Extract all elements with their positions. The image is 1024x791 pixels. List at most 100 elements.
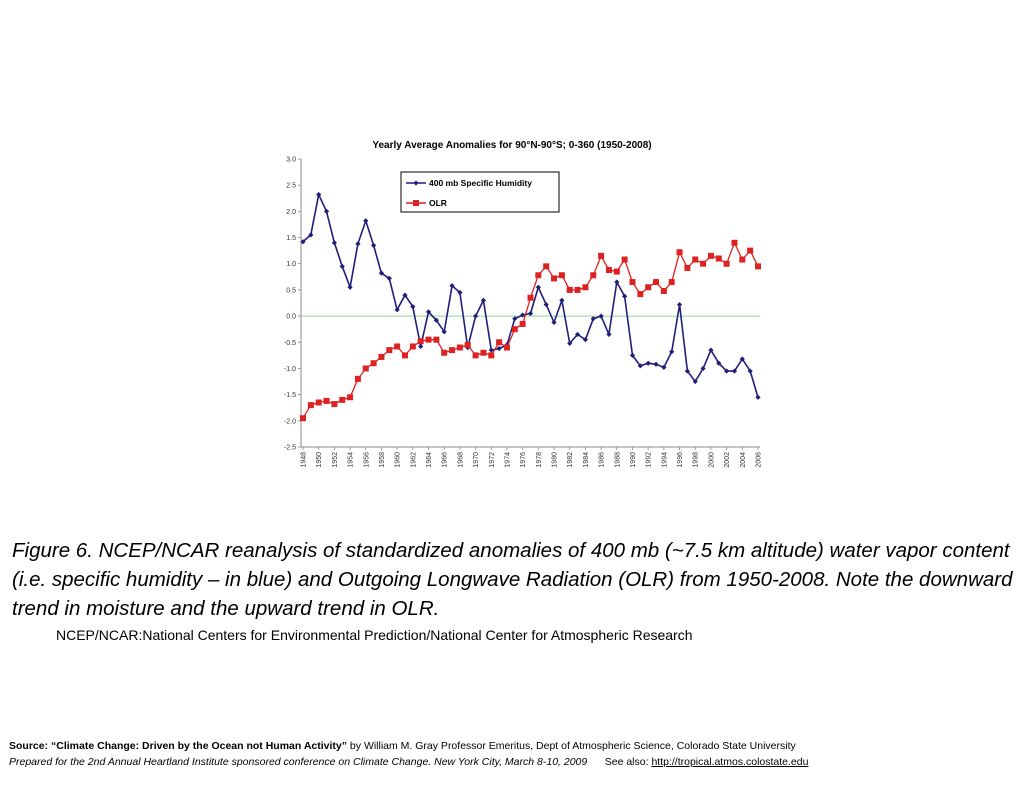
legend-label: 400 mb Specific Humidity [429, 178, 532, 188]
prepared-note: Prepared for the 2nd Annual Heartland In… [9, 756, 588, 768]
olr-point [707, 252, 714, 259]
see-also-label: See also: [587, 756, 652, 768]
x-tick-label: 1948 [301, 452, 308, 468]
olr-point [543, 263, 550, 270]
y-tick-label: -2.5 [284, 445, 296, 452]
chart-series [300, 192, 761, 422]
y-tick-label: 2.5 [286, 183, 296, 190]
olr-point [401, 352, 408, 359]
humidity-point [747, 368, 753, 374]
y-tick-label: 3.0 [286, 157, 296, 164]
humidity-point [363, 218, 369, 224]
olr-point [700, 260, 707, 267]
humidity-point [559, 297, 565, 303]
humidity-point [512, 316, 518, 322]
humidity-point [472, 313, 479, 319]
humidity-point [331, 240, 337, 246]
legend-box [400, 171, 560, 213]
humidity-point [692, 378, 698, 385]
source-label: Source: “Climate Change: Driven by the O… [9, 740, 348, 752]
olr-point [370, 360, 377, 367]
olr-point [464, 341, 471, 348]
x-tick-label: 1998 [693, 452, 700, 468]
y-tick-label: 0.5 [286, 287, 296, 294]
humidity-point [739, 356, 745, 362]
olr-point [511, 326, 518, 333]
x-tick-label: 1954 [348, 452, 355, 468]
olr-point [715, 255, 722, 262]
olr-point [347, 394, 354, 401]
olr-point [433, 336, 440, 343]
x-tick-label: 1968 [457, 452, 464, 468]
olr-point [668, 279, 675, 286]
olr-point [629, 279, 636, 286]
legend-marker [413, 200, 419, 206]
x-tick-label: 2004 [740, 452, 747, 468]
olr-point [558, 272, 565, 279]
x-tick-label: 1950 [316, 452, 323, 468]
x-tick-label: 1966 [442, 452, 449, 468]
olr-point [409, 343, 416, 350]
olr-point [503, 344, 510, 351]
olr-point [496, 339, 503, 346]
olr-point [394, 343, 401, 350]
source-author: by William M. Gray Professor Emeritus, D… [347, 740, 796, 752]
x-tick-label: 1992 [646, 452, 653, 468]
x-tick-label: 1986 [599, 452, 606, 468]
x-tick-label: 1962 [410, 452, 417, 468]
humidity-point [520, 312, 526, 318]
x-tick-label: 1964 [426, 452, 433, 468]
olr-point [307, 402, 314, 409]
olr-point [551, 275, 558, 282]
humidity-point [300, 239, 306, 245]
olr-point [362, 365, 369, 372]
source-link[interactable]: http://tropical.atmos.colostate.edu [651, 756, 809, 768]
olr-point [605, 267, 612, 274]
olr-point [723, 260, 730, 267]
olr-point [574, 286, 581, 293]
humidity-point [629, 352, 636, 358]
olr-point [731, 239, 738, 246]
humidity-point [355, 241, 361, 247]
humidity-point [755, 394, 761, 400]
humidity-point [418, 343, 424, 350]
olr-point [386, 347, 393, 354]
olr-point [637, 291, 644, 298]
humidity-point [669, 349, 675, 355]
humidity-point [551, 319, 557, 325]
olr-point [590, 272, 597, 279]
olr-point [331, 401, 338, 408]
legend-label: OLR [429, 198, 447, 208]
olr-point [755, 263, 761, 270]
x-tick-label: 1982 [567, 452, 574, 468]
humidity-point [716, 360, 722, 366]
olr-point [684, 264, 691, 271]
olr-point [527, 294, 534, 301]
humidity-point [527, 310, 534, 317]
humidity-point [480, 297, 487, 303]
y-tick-label: 2.0 [286, 209, 296, 216]
humidity-point [535, 284, 541, 290]
x-tick-label: 1978 [536, 452, 543, 468]
x-tick-label: 1970 [473, 452, 480, 468]
x-tick-label: 1976 [520, 452, 527, 468]
humidity-point [684, 368, 690, 374]
x-tick-label: 1958 [379, 452, 386, 468]
x-tick-label: 1952 [332, 452, 339, 468]
figure-caption: Figure 6. NCEP/NCAR reanalysis of standa… [12, 539, 1013, 620]
olr-point [613, 268, 620, 275]
olr-point [315, 399, 322, 406]
olr-point [323, 397, 330, 404]
chart: Yearly Average Anomalies for 90°N-90°S; … [284, 140, 763, 468]
humidity-point [582, 337, 589, 343]
olr-point [488, 352, 495, 359]
legend-marker [413, 180, 419, 186]
y-tick-label: -1.0 [284, 366, 296, 373]
x-tick-label: 1996 [677, 452, 684, 468]
x-tick-label: 1980 [552, 452, 559, 468]
olr-point [747, 247, 754, 254]
olr-point [676, 249, 683, 256]
y-tick-label: -2.0 [284, 418, 296, 425]
olr-point [566, 286, 573, 293]
olr-point [582, 284, 589, 291]
